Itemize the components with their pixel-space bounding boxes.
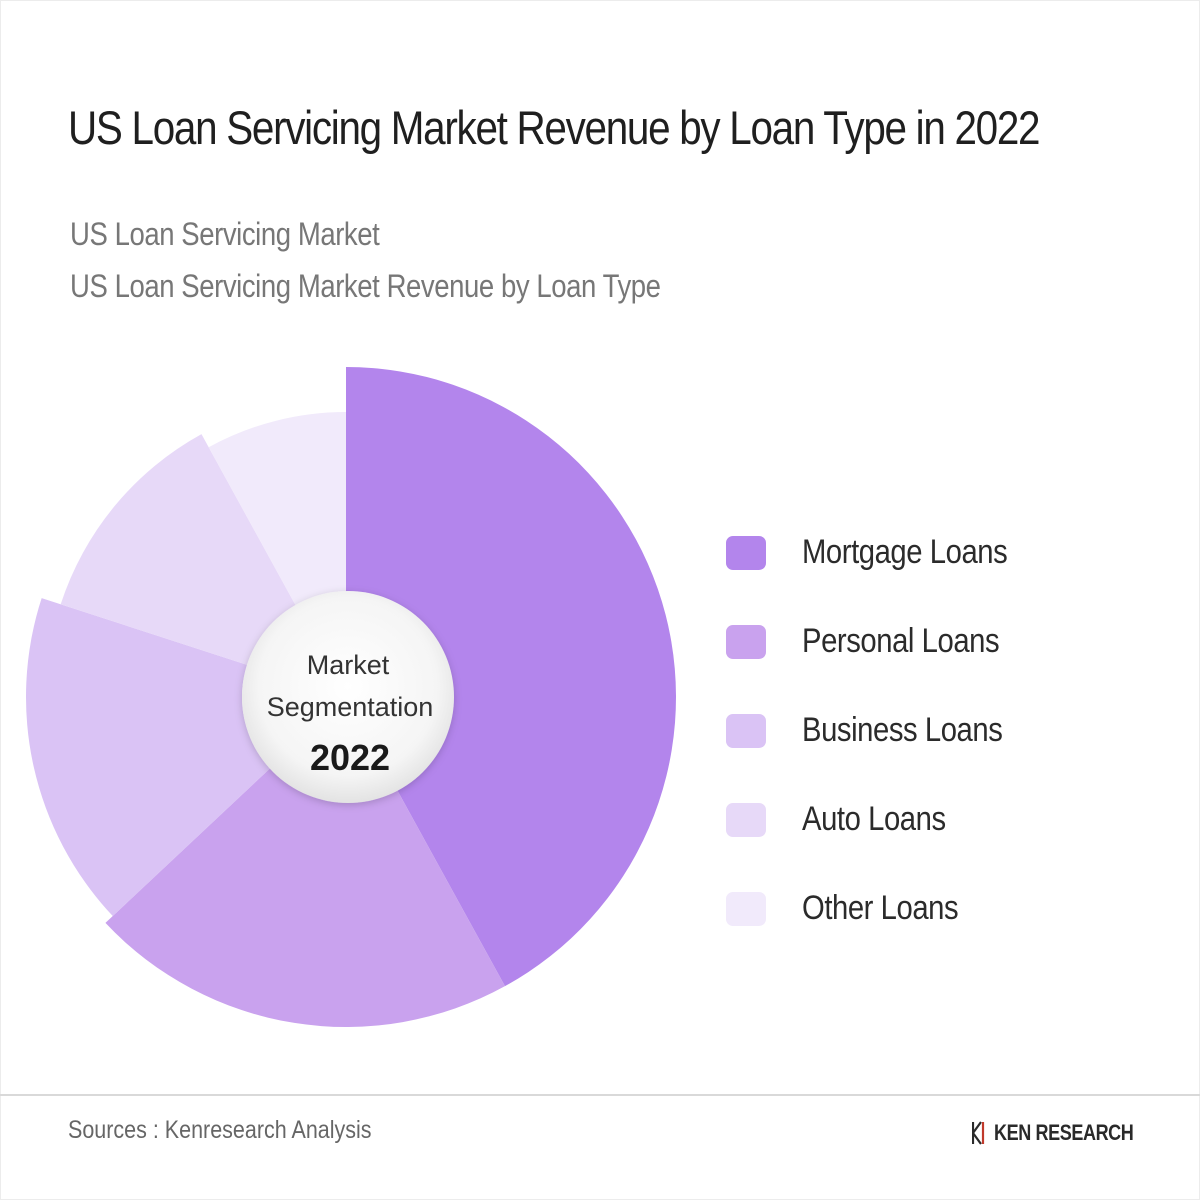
legend-swatch <box>726 713 766 748</box>
slice-business-loans <box>26 598 271 917</box>
center-label-year: 2022 <box>310 737 390 778</box>
chart-title: US Loan Servicing Market Revenue by Loan… <box>68 101 1041 154</box>
source-note: Sources : Kenresearch Analysis <box>68 1116 372 1144</box>
legend-label: Business Loans <box>802 711 1003 749</box>
center-label-market: Market <box>307 650 390 680</box>
slice-auto-loans <box>60 434 296 665</box>
legend-swatch <box>726 891 766 926</box>
legend-item-other-loans: Other Loans <box>726 864 1041 953</box>
legend-swatch <box>726 802 766 837</box>
slice-other-loans <box>208 412 346 606</box>
center-label-segmentation: Segmentation <box>267 692 434 722</box>
donut-slices <box>26 367 676 1027</box>
subtitle-line-1: US Loan Servicing Market <box>70 216 380 252</box>
legend-swatch <box>726 535 766 570</box>
ken-research-logo-icon <box>972 1121 985 1145</box>
brand-name: KEN RESEARCH <box>994 1120 1134 1145</box>
legend: Mortgage Loans Personal Loans Business L… <box>726 508 1041 953</box>
legend-label: Other Loans <box>802 889 959 927</box>
legend-label: Auto Loans <box>802 800 946 838</box>
center-disc <box>242 591 454 803</box>
legend-item-business-loans: Business Loans <box>726 686 1041 775</box>
legend-item-auto-loans: Auto Loans <box>726 775 1041 864</box>
legend-item-personal-loans: Personal Loans <box>726 597 1041 686</box>
slice-personal-loans <box>105 768 505 1027</box>
legend-swatch <box>726 624 766 659</box>
brand-logo: KEN RESEARCH <box>972 1120 1164 1146</box>
legend-label: Personal Loans <box>802 622 1000 660</box>
subtitle-line-2: US Loan Servicing Market Revenue by Loan… <box>70 268 661 304</box>
legend-item-mortgage-loans: Mortgage Loans <box>726 508 1041 597</box>
footer-divider <box>0 1094 1200 1096</box>
legend-label: Mortgage Loans <box>802 533 1008 571</box>
slice-mortgage-loans <box>346 367 676 987</box>
